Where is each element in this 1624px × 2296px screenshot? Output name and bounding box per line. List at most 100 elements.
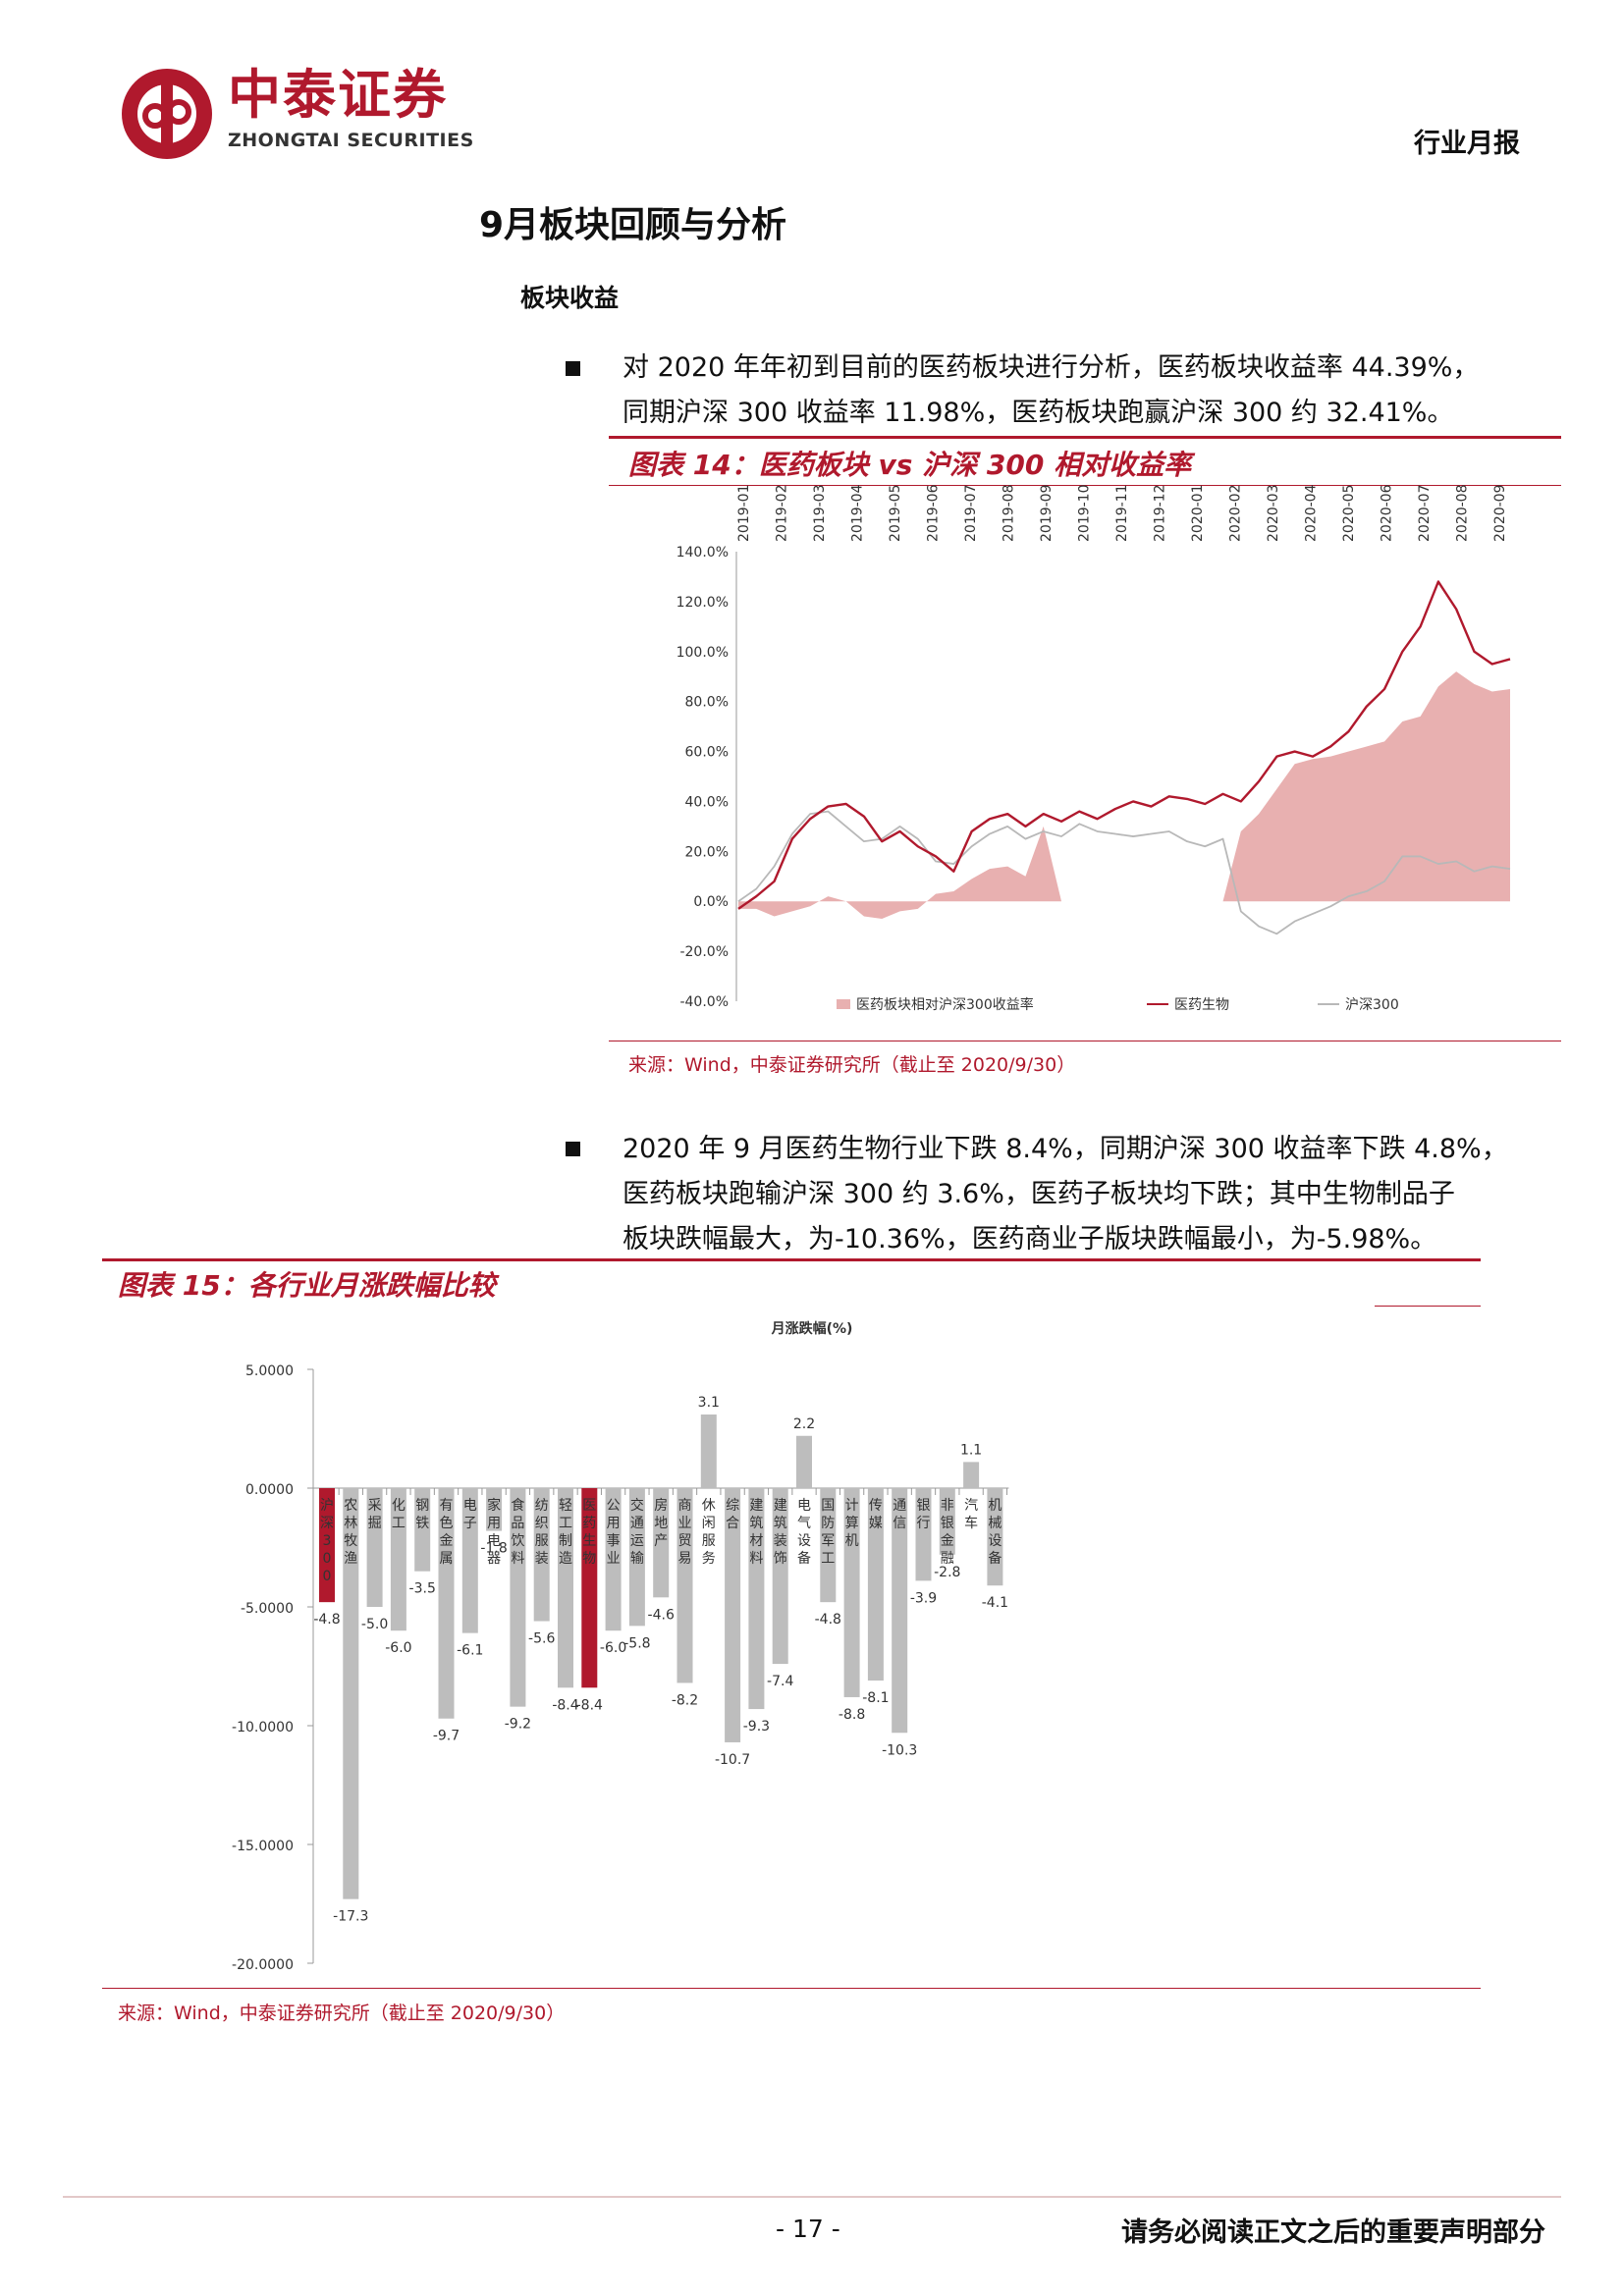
x-tick-label: 2019-04	[850, 484, 866, 542]
y-tick-label: 140.0%	[677, 545, 729, 561]
category-label: 银行	[917, 1498, 931, 1531]
bar	[319, 1488, 335, 1603]
y-tick-label: -5.0000	[241, 1601, 294, 1617]
category-label: 钢铁	[415, 1498, 429, 1531]
bar	[461, 1488, 478, 1633]
bar	[677, 1488, 693, 1683]
data-label: -8.4	[552, 1697, 578, 1713]
chart-title: 月涨跌幅(%)	[771, 1320, 853, 1337]
data-label: -4.6	[648, 1607, 675, 1623]
bar	[486, 1488, 503, 1531]
category-label: 电气设备	[797, 1498, 811, 1567]
logo-text: 中泰证券	[228, 64, 448, 126]
x-tick-label: 2019-03	[812, 485, 828, 543]
category-label: 综合	[726, 1498, 739, 1531]
y-tick-label: 100.0%	[677, 645, 729, 661]
y-tick-label: 40.0%	[685, 794, 729, 810]
section-title: 9月板块回顾与分析	[479, 205, 787, 245]
x-tick-label: 2020-04	[1304, 484, 1320, 542]
bullet-icon	[566, 1142, 580, 1156]
data-label: -5.8	[623, 1635, 650, 1651]
x-tick-label: 2019-11	[1114, 485, 1130, 543]
category-label: 化工	[392, 1498, 406, 1531]
paragraph-2-line: 医药板块跑输沪深 300 约 3.6%，医药子板块均下跌；其中生物制品子	[623, 1179, 1455, 1209]
y-tick-label: 20.0%	[685, 844, 729, 860]
bar	[700, 1414, 717, 1488]
data-label: -7.4	[767, 1674, 793, 1689]
bar	[796, 1435, 812, 1488]
x-tick-label: 2019-02	[775, 485, 790, 543]
bar	[653, 1488, 670, 1598]
category-label: 家用电器	[487, 1497, 501, 1567]
category-label: 纺织服装	[535, 1498, 549, 1567]
x-tick-label: 2020-01	[1190, 485, 1206, 543]
data-label: -6.1	[457, 1643, 483, 1659]
y-tick-label: 120.0%	[677, 595, 729, 611]
data-label: 3.1	[698, 1395, 720, 1411]
paragraph-2-line: 2020 年 9 月医药生物行业下跌 8.4%，同期沪深 300 收益率下跌 4…	[623, 1134, 1508, 1164]
paragraph-2: 2020 年 9 月医药生物行业下跌 8.4%，同期沪深 300 收益率下跌 4…	[623, 1127, 1508, 1262]
category-label: 医药生物	[582, 1498, 596, 1567]
category-label: 有色金属	[440, 1498, 454, 1567]
bar	[867, 1488, 884, 1682]
y-tick-label: 80.0%	[685, 695, 729, 711]
data-label: 1.1	[960, 1442, 982, 1458]
bar	[843, 1488, 860, 1697]
data-label: -6.0	[600, 1640, 626, 1656]
x-tick-label: 2019-08	[1001, 485, 1017, 543]
figure-15-title-rule	[1375, 1306, 1481, 1307]
y-tick-label: -20.0000	[232, 1957, 294, 1973]
series-line-pharma	[737, 580, 1511, 910]
paragraph-1-line: 同期沪深 300 收益率 11.98%，医药板块跑赢沪深 300 约 32.41…	[623, 398, 1454, 428]
bar	[581, 1488, 598, 1688]
category-label: 通信	[893, 1498, 906, 1531]
figure-14-source: 来源：Wind，中泰证券研究所（截止至 2020/9/30）	[628, 1054, 1076, 1076]
x-tick-label: 2020-08	[1455, 485, 1471, 543]
x-tick-label: 2020-05	[1341, 485, 1357, 543]
bar	[963, 1462, 980, 1488]
data-label: -8.4	[576, 1697, 603, 1713]
category-label: 传媒	[869, 1498, 883, 1531]
logo-subtitle: ZHONGTAI SECURITIES	[228, 130, 474, 151]
category-label: 休闲服务	[702, 1498, 716, 1567]
data-label: -8.8	[839, 1707, 865, 1723]
paragraph-1-line: 对 2020 年年初到目前的医药板块进行分析，医药板块收益率 44.39%，	[623, 352, 1480, 383]
y-tick-label: -40.0%	[679, 994, 729, 1010]
subsection-title: 板块收益	[520, 284, 620, 312]
bar	[605, 1488, 622, 1631]
category-label: 非银金融	[941, 1498, 954, 1567]
data-label: -4.8	[313, 1612, 340, 1628]
category-label: 建筑装饰	[774, 1498, 787, 1567]
x-tick-label: 2019-12	[1153, 485, 1168, 543]
figure-14-title-rule	[609, 485, 1561, 486]
data-label: -10.3	[882, 1742, 917, 1758]
x-tick-label: 2020-03	[1266, 485, 1281, 543]
y-tick-label: 60.0%	[685, 745, 729, 761]
x-tick-label: 2020-06	[1380, 484, 1395, 542]
category-label: 采掘	[368, 1498, 382, 1531]
bar	[533, 1488, 550, 1622]
category-label: 房地产	[654, 1498, 668, 1549]
category-label: 食品饮料	[511, 1497, 524, 1567]
category-label: 公用事业	[607, 1498, 621, 1567]
legend-swatch-relative	[837, 999, 850, 1009]
bar	[558, 1488, 573, 1688]
data-label: -3.9	[910, 1590, 937, 1606]
category-label: 交通运输	[630, 1497, 644, 1567]
figure-15-bottom-rule	[102, 1988, 1481, 1989]
x-tick-label: 2019-10	[1077, 485, 1093, 543]
x-tick-label: 2020-07	[1417, 485, 1433, 543]
data-label: -17.3	[333, 1909, 368, 1925]
chart-industry-monthly: 月涨跌幅(%) 5.0000 0.0000 -5.0000 -10.0000 -15.00…	[232, 1320, 1009, 1973]
x-tick-label: 2019-01	[736, 485, 752, 543]
logo-icon	[122, 69, 212, 159]
bar	[748, 1488, 765, 1710]
data-label: -10.7	[715, 1752, 750, 1768]
bar	[939, 1488, 955, 1555]
data-label: -9.3	[743, 1719, 770, 1735]
bullet-icon	[566, 361, 580, 376]
bar	[628, 1488, 645, 1627]
bar	[438, 1488, 455, 1719]
x-tick-label: 2019-05	[888, 485, 903, 543]
legend-label-relative: 医药板块相对沪深300收益率	[856, 996, 1034, 1013]
